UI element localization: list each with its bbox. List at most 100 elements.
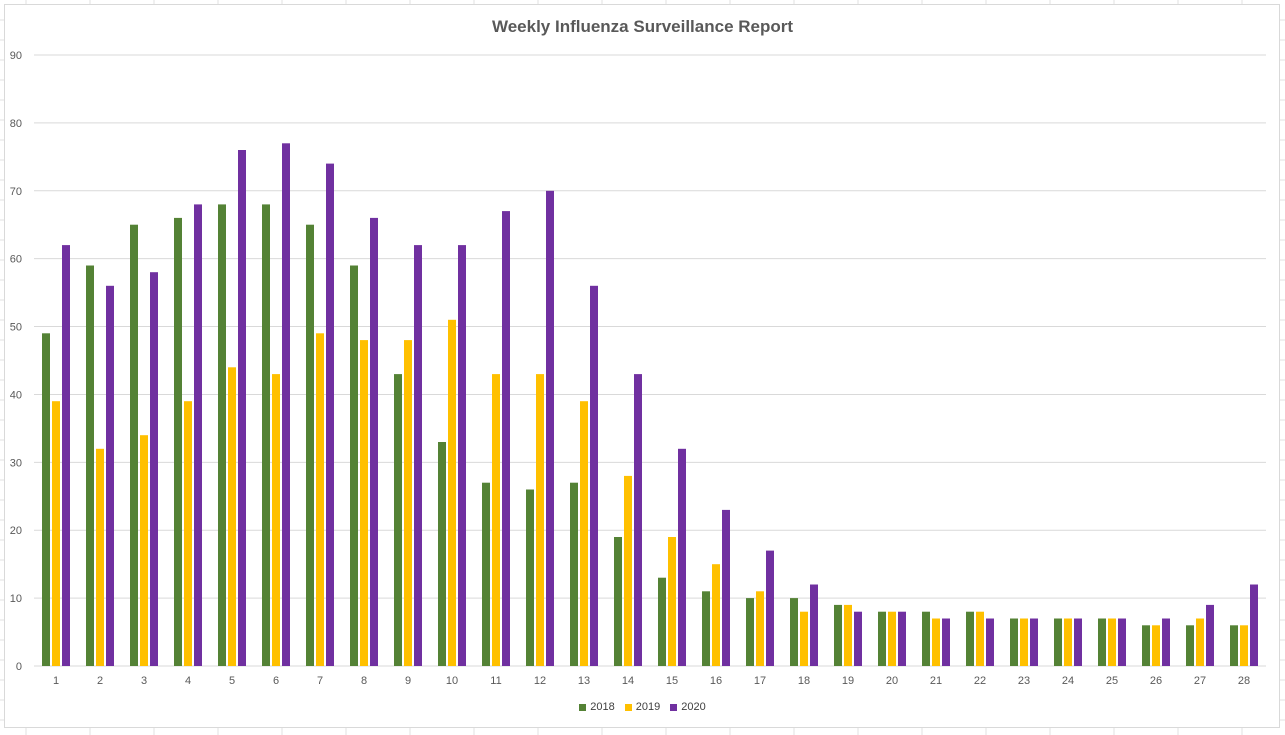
bar-2020-week-14[interactable]	[634, 374, 642, 666]
bar-2019-week-12[interactable]	[536, 374, 544, 666]
bar-2019-week-4[interactable]	[184, 401, 192, 666]
legend-item-2018[interactable]: 2018	[579, 701, 615, 713]
bar-2018-week-18[interactable]	[790, 598, 798, 666]
bar-2020-week-3[interactable]	[150, 272, 158, 666]
bar-2018-week-10[interactable]	[438, 442, 446, 666]
bar-2020-week-25[interactable]	[1118, 618, 1126, 667]
bar-2019-week-25[interactable]	[1108, 618, 1116, 667]
bar-2018-week-13[interactable]	[570, 482, 578, 666]
x-tick-label: 16	[710, 675, 722, 687]
bar-2019-week-5[interactable]	[228, 367, 236, 666]
bar-2018-week-1[interactable]	[42, 333, 50, 666]
bar-2019-week-26[interactable]	[1152, 625, 1160, 666]
x-tick-label: 10	[446, 675, 458, 687]
legend-item-2020[interactable]: 2020	[670, 701, 706, 713]
bar-2018-week-20[interactable]	[878, 611, 886, 666]
bar-2018-week-8[interactable]	[350, 265, 358, 667]
bar-2018-week-15[interactable]	[658, 577, 666, 666]
bar-2018-week-16[interactable]	[702, 591, 710, 666]
x-tick-label: 8	[361, 675, 367, 687]
bar-2018-week-25[interactable]	[1098, 618, 1106, 667]
bar-2018-week-6[interactable]	[262, 204, 270, 666]
bar-2018-week-26[interactable]	[1142, 625, 1150, 666]
y-tick-label: 50	[10, 322, 22, 334]
bar-2019-week-24[interactable]	[1064, 618, 1072, 667]
bar-2019-week-7[interactable]	[316, 333, 324, 666]
bar-2020-week-1[interactable]	[62, 245, 70, 666]
bar-2018-week-22[interactable]	[966, 611, 974, 666]
bar-2020-week-22[interactable]	[986, 618, 994, 667]
bar-2020-week-21[interactable]	[942, 618, 950, 667]
bar-2020-week-10[interactable]	[458, 245, 466, 666]
bar-2018-week-23[interactable]	[1010, 618, 1018, 667]
y-tick-label: 30	[10, 457, 22, 469]
bar-2018-week-17[interactable]	[746, 598, 754, 666]
bar-2019-week-16[interactable]	[712, 564, 720, 666]
bar-2019-week-8[interactable]	[360, 340, 368, 666]
bar-2018-week-5[interactable]	[218, 204, 226, 666]
bar-2018-week-11[interactable]	[482, 482, 490, 666]
bar-2018-week-4[interactable]	[174, 217, 182, 666]
bar-2020-week-24[interactable]	[1074, 618, 1082, 667]
y-tick-label: 60	[10, 254, 22, 266]
bar-2019-week-1[interactable]	[52, 401, 60, 666]
bar-2019-week-27[interactable]	[1196, 618, 1204, 667]
bar-2019-week-21[interactable]	[932, 618, 940, 667]
bar-2020-week-9[interactable]	[414, 245, 422, 666]
bar-2019-week-2[interactable]	[96, 448, 104, 666]
bar-2019-week-14[interactable]	[624, 475, 632, 666]
legend-swatch	[670, 703, 678, 711]
bar-2019-week-9[interactable]	[404, 340, 412, 666]
bar-2019-week-10[interactable]	[448, 319, 456, 666]
bar-2019-week-20[interactable]	[888, 611, 896, 666]
x-tick-label: 19	[842, 675, 854, 687]
bar-2019-week-19[interactable]	[844, 604, 852, 666]
bar-2020-week-18[interactable]	[810, 584, 818, 667]
bar-2018-week-14[interactable]	[614, 537, 622, 666]
bar-2020-week-19[interactable]	[854, 611, 862, 666]
x-tick-label: 20	[886, 675, 898, 687]
bar-2019-week-11[interactable]	[492, 374, 500, 666]
bar-2020-week-20[interactable]	[898, 611, 906, 666]
bar-2020-week-17[interactable]	[766, 550, 774, 666]
x-tick-label: 11	[490, 675, 501, 687]
bar-2018-week-28[interactable]	[1230, 625, 1238, 666]
bar-2019-week-6[interactable]	[272, 374, 280, 666]
bar-2018-week-12[interactable]	[526, 489, 534, 667]
bar-2020-week-23[interactable]	[1030, 618, 1038, 667]
bar-2018-week-24[interactable]	[1054, 618, 1062, 667]
bar-2018-week-3[interactable]	[130, 224, 138, 666]
bar-2020-week-27[interactable]	[1206, 604, 1214, 666]
bar-2019-week-28[interactable]	[1240, 625, 1248, 666]
bar-2020-week-11[interactable]	[502, 211, 510, 666]
bar-2020-week-16[interactable]	[722, 509, 730, 666]
x-tick-label: 26	[1150, 675, 1162, 687]
x-tick-label: 13	[578, 675, 590, 687]
bar-2020-week-28[interactable]	[1250, 584, 1258, 667]
bar-2020-week-26[interactable]	[1162, 618, 1170, 667]
bar-2020-week-2[interactable]	[106, 285, 114, 666]
bar-2018-week-21[interactable]	[922, 611, 930, 666]
bar-2019-week-18[interactable]	[800, 611, 808, 666]
bar-2020-week-4[interactable]	[194, 204, 202, 666]
bar-2019-week-23[interactable]	[1020, 618, 1028, 667]
bar-2018-week-7[interactable]	[306, 224, 314, 666]
bar-2020-week-15[interactable]	[678, 448, 686, 666]
bar-2020-week-8[interactable]	[370, 217, 378, 666]
bar-2018-week-2[interactable]	[86, 265, 94, 667]
bar-2019-week-15[interactable]	[668, 537, 676, 666]
bar-2019-week-13[interactable]	[580, 401, 588, 666]
bar-2019-week-3[interactable]	[140, 435, 148, 666]
bar-2020-week-6[interactable]	[282, 143, 290, 667]
bar-2018-week-9[interactable]	[394, 374, 402, 666]
bar-2020-week-5[interactable]	[238, 150, 246, 666]
bar-2019-week-22[interactable]	[976, 611, 984, 666]
legend-item-2019[interactable]: 2019	[624, 701, 660, 713]
bar-2020-week-7[interactable]	[326, 163, 334, 666]
x-tick-label: 24	[1062, 675, 1074, 687]
bar-2019-week-17[interactable]	[756, 591, 764, 666]
bar-2020-week-13[interactable]	[590, 285, 598, 666]
bar-2018-week-19[interactable]	[834, 604, 842, 666]
bar-2018-week-27[interactable]	[1186, 625, 1194, 666]
bar-2020-week-12[interactable]	[546, 190, 554, 667]
